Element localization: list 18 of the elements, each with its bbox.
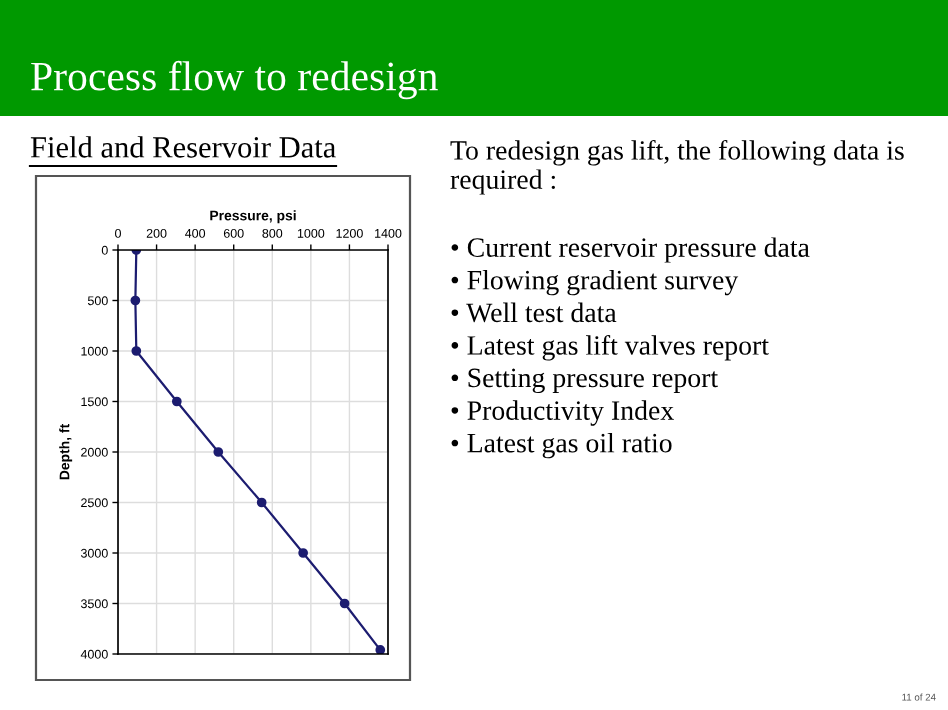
text: • Flowing gradient survey [451,269,739,296]
point [130,295,141,306]
chart-subtitle: Field and Reservoir Data [30,136,336,158]
point [171,396,182,407]
text: • Current reservoir pressure data [451,237,810,263]
text: • Latest gas lift valves report [451,335,769,361]
point [298,548,308,558]
point [339,598,350,609]
text: • Well test data [451,302,617,323]
point [213,447,224,457]
text: • Latest gas oil ratio [451,432,672,459]
text: • Productivity Index [451,400,674,426]
point [256,497,267,508]
point [375,645,386,654]
text: • Setting pressure report [451,368,718,393]
text: To redesign gas lift, the following data is required : [450,140,904,195]
point [131,346,142,356]
chart-title: Process flow to redesign [31,60,438,100]
